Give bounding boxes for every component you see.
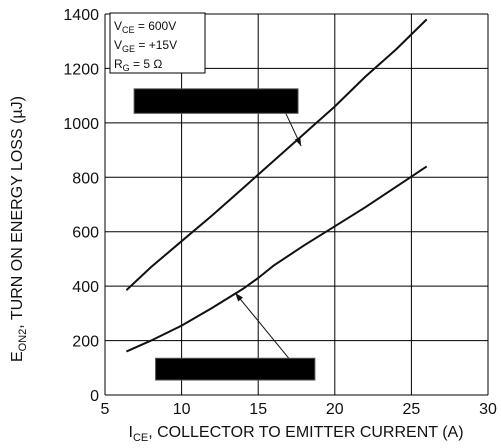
y-tick-label: 1400	[63, 7, 99, 24]
callout-leader-2	[234, 292, 290, 359]
y-tick-label: 600	[72, 225, 99, 242]
legend-vce: VCE = 600V	[114, 19, 176, 35]
legend-box	[109, 12, 206, 74]
grid	[104, 13, 489, 396]
redacted-label-1	[133, 88, 299, 114]
y-tick-label: 1000	[63, 116, 99, 133]
y-tick-label: 1200	[63, 61, 99, 78]
series-group	[125, 18, 428, 353]
x-tick-label: 5	[101, 401, 110, 418]
x-tick-label: 10	[173, 401, 191, 418]
x-axis-title: ICE, COLLECTOR TO EMITTER CURRENT (A)	[128, 424, 463, 444]
callout-arrowhead-1	[294, 137, 302, 146]
redacted-label-2	[155, 357, 316, 381]
x-tick-labels: 5 10 15 20 25 30	[101, 401, 497, 418]
legend-rg: RG = 5 Ω	[114, 57, 162, 73]
y-tick-label: 0	[90, 388, 99, 405]
y-tick-label: 400	[72, 279, 99, 296]
conditions-legend: VCE = 600V VGE = +15V RG = 5 Ω	[109, 12, 206, 74]
callouts	[133, 88, 316, 381]
x-tick-label: 25	[403, 401, 421, 418]
series-line-1	[125, 18, 428, 291]
y-tick-label: 800	[72, 170, 99, 187]
y-tick-label: 200	[72, 334, 99, 351]
callout-arrowhead-2	[235, 292, 243, 302]
x-tick-label: 15	[249, 401, 267, 418]
x-tick-label: 20	[326, 401, 344, 418]
x-tick-label: 30	[479, 401, 497, 418]
series-line-2	[125, 165, 428, 353]
legend-vge: VGE = +15V	[114, 38, 177, 54]
y-axis-title: EON2, TURN ON ENERGY LOSS (µJ)	[9, 96, 29, 362]
y-tick-labels: 0 200 400 600 800 1000 1200 1400	[63, 7, 99, 405]
